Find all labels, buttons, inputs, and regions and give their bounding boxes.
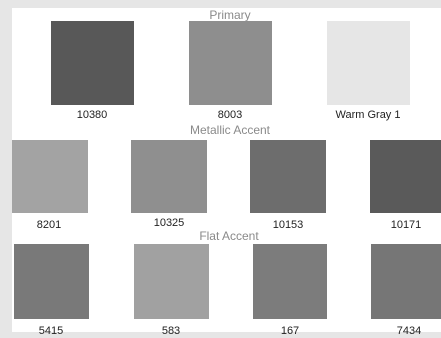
swatch-10325 xyxy=(131,140,207,213)
swatch-label-10153: 10153 xyxy=(272,219,304,231)
swatch-7434 xyxy=(371,244,441,319)
swatch-8201 xyxy=(12,140,88,213)
swatch-8003 xyxy=(189,21,272,105)
swatch-167 xyxy=(253,244,327,319)
swatch-label-5415: 5415 xyxy=(38,325,64,337)
swatch-label-8003: 8003 xyxy=(217,109,243,121)
swatch-label-8201: 8201 xyxy=(36,219,62,231)
section-title-metallic-accent: Metallic Accent xyxy=(189,123,271,137)
swatch-label-583: 583 xyxy=(161,325,181,337)
section-title-flat-accent: Flat Accent xyxy=(199,229,259,243)
swatch-label-167: 167 xyxy=(280,325,300,337)
swatch-label-10380: 10380 xyxy=(76,109,108,121)
swatch-label-10325: 10325 xyxy=(153,217,185,229)
swatch-5415 xyxy=(14,244,89,319)
section-title-primary: Primary xyxy=(209,8,251,22)
swatch-583 xyxy=(134,244,209,319)
swatch-10380 xyxy=(51,21,134,105)
swatch-label-7434: 7434 xyxy=(396,325,422,337)
swatch-label-10171: 10171 xyxy=(390,219,422,231)
swatch-warm-gray-1 xyxy=(327,21,410,105)
swatch-10171 xyxy=(370,140,441,213)
swatch-10153 xyxy=(250,140,326,213)
swatch-label-warm-gray-1: Warm Gray 1 xyxy=(335,109,401,121)
